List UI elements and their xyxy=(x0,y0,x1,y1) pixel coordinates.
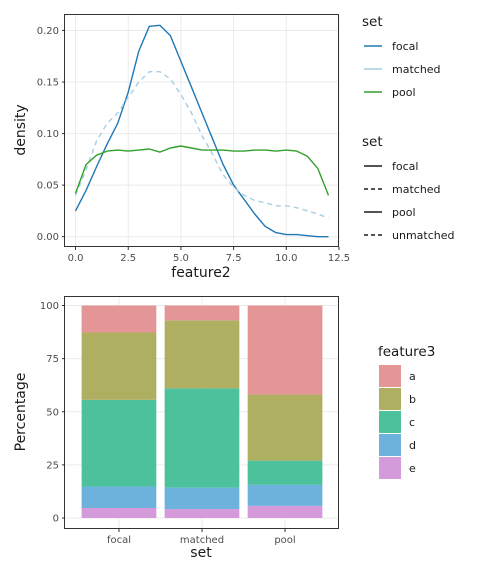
bar-segment-pool-d xyxy=(247,484,323,506)
bar-x-tick-label: matched xyxy=(180,535,224,546)
color-legend-label: pool xyxy=(392,86,416,99)
stacked-bar-chart: focal matched pool 0 25 50 75 100 set Percenta… xyxy=(13,296,339,561)
bar-segment-matched-b xyxy=(164,320,240,389)
fill-legend-key-d xyxy=(379,434,401,456)
fill-legend-key-b xyxy=(379,388,401,410)
bar-segment-matched-c xyxy=(164,388,240,488)
density-gridlines xyxy=(65,15,340,247)
bar-segment-matched-e xyxy=(164,509,240,518)
bar-x-ticks: focal matched pool xyxy=(107,529,296,546)
bar-y-tick-label: 100 xyxy=(40,301,59,312)
bar-x-tick-label: pool xyxy=(274,535,295,546)
bar-y-tick-label: 25 xyxy=(46,460,59,471)
linetype-legend-title: set xyxy=(362,134,383,150)
bar-segment-pool-c xyxy=(247,460,323,485)
density-y-tick-label: 0.00 xyxy=(37,232,59,243)
density-x-tick-label: 10.0 xyxy=(275,253,297,264)
bar-x-tick-label: focal xyxy=(107,535,131,546)
bar-stacks xyxy=(81,305,323,518)
bar-segment-focal-c xyxy=(81,399,157,487)
fill-legend-label: e xyxy=(409,462,416,475)
density-line-matched xyxy=(74,70,329,219)
fill-legend-key-e xyxy=(379,457,401,479)
fill-legend-key-a xyxy=(379,365,401,387)
bar-segment-focal-a xyxy=(81,305,157,333)
fill-legend-key-c xyxy=(379,411,401,433)
density-x-tick-label: 5.0 xyxy=(173,253,189,264)
bar-segment-pool-e xyxy=(247,505,323,518)
linetype-legend-label: unmatched xyxy=(392,229,454,242)
fill-legend-label: c xyxy=(409,416,415,429)
linetype-legend-label: focal xyxy=(392,160,418,173)
bar-segment-pool-a xyxy=(247,305,323,395)
density-y-ticks: 0.00 0.05 0.10 0.15 0.20 xyxy=(37,26,65,243)
density-x-tick-label: 2.5 xyxy=(120,253,136,264)
bar-segment-matched-a xyxy=(164,305,240,321)
bar-y-tick-label: 75 xyxy=(46,354,59,365)
bar-segment-focal-d xyxy=(81,486,157,509)
linetype-legend-label: matched xyxy=(392,183,441,196)
density-y-tick-label: 0.15 xyxy=(37,78,59,89)
density-panel-border xyxy=(64,14,339,247)
color-legend-label: matched xyxy=(392,63,441,76)
color-legend-label: focal xyxy=(392,40,418,53)
color-legend-title: set xyxy=(362,14,383,30)
bar-y-axis-title: Percentage xyxy=(13,373,29,452)
density-y-tick-label: 0.05 xyxy=(37,181,59,192)
density-x-axis-title: feature2 xyxy=(171,265,230,281)
density-chart: 0.0 2.5 5.0 7.5 10.0 12.5 0.00 0.05 0.10 0.15 0.2… xyxy=(13,14,350,281)
bar-panel-border xyxy=(64,296,339,529)
bar-y-tick-label: 0 xyxy=(53,514,59,525)
density-y-tick-label: 0.20 xyxy=(37,26,59,37)
bar-y-ticks: 0 25 50 75 100 xyxy=(40,301,65,525)
fill-legend-label: d xyxy=(409,439,416,452)
density-lines xyxy=(74,24,330,238)
bar-segment-matched-d xyxy=(164,487,240,510)
bar-segment-pool-b xyxy=(247,394,323,461)
density-x-ticks: 0.0 2.5 5.0 7.5 10.0 12.5 xyxy=(68,247,350,264)
linetype-legend-label: pool xyxy=(392,206,416,219)
color-legend: set focal matched pool xyxy=(362,14,441,99)
linetype-legend: set focal matched pool unmatched xyxy=(362,134,454,242)
bar-segment-focal-b xyxy=(81,332,157,400)
bar-x-axis-title: set xyxy=(190,545,212,561)
bar-segment-focal-e xyxy=(81,508,157,518)
density-y-axis-title: density xyxy=(13,104,29,155)
density-x-tick-label: 12.5 xyxy=(328,253,350,264)
density-x-tick-label: 0.0 xyxy=(68,253,84,264)
density-line-focal xyxy=(74,24,329,238)
density-line-pool xyxy=(74,145,330,196)
fill-legend-label: b xyxy=(409,393,416,406)
fill-legend-label: a xyxy=(409,370,416,383)
bar-y-tick-label: 50 xyxy=(46,407,59,418)
fill-legend-title: feature3 xyxy=(378,344,435,360)
density-y-tick-label: 0.10 xyxy=(37,129,59,140)
density-x-tick-label: 7.5 xyxy=(226,253,242,264)
